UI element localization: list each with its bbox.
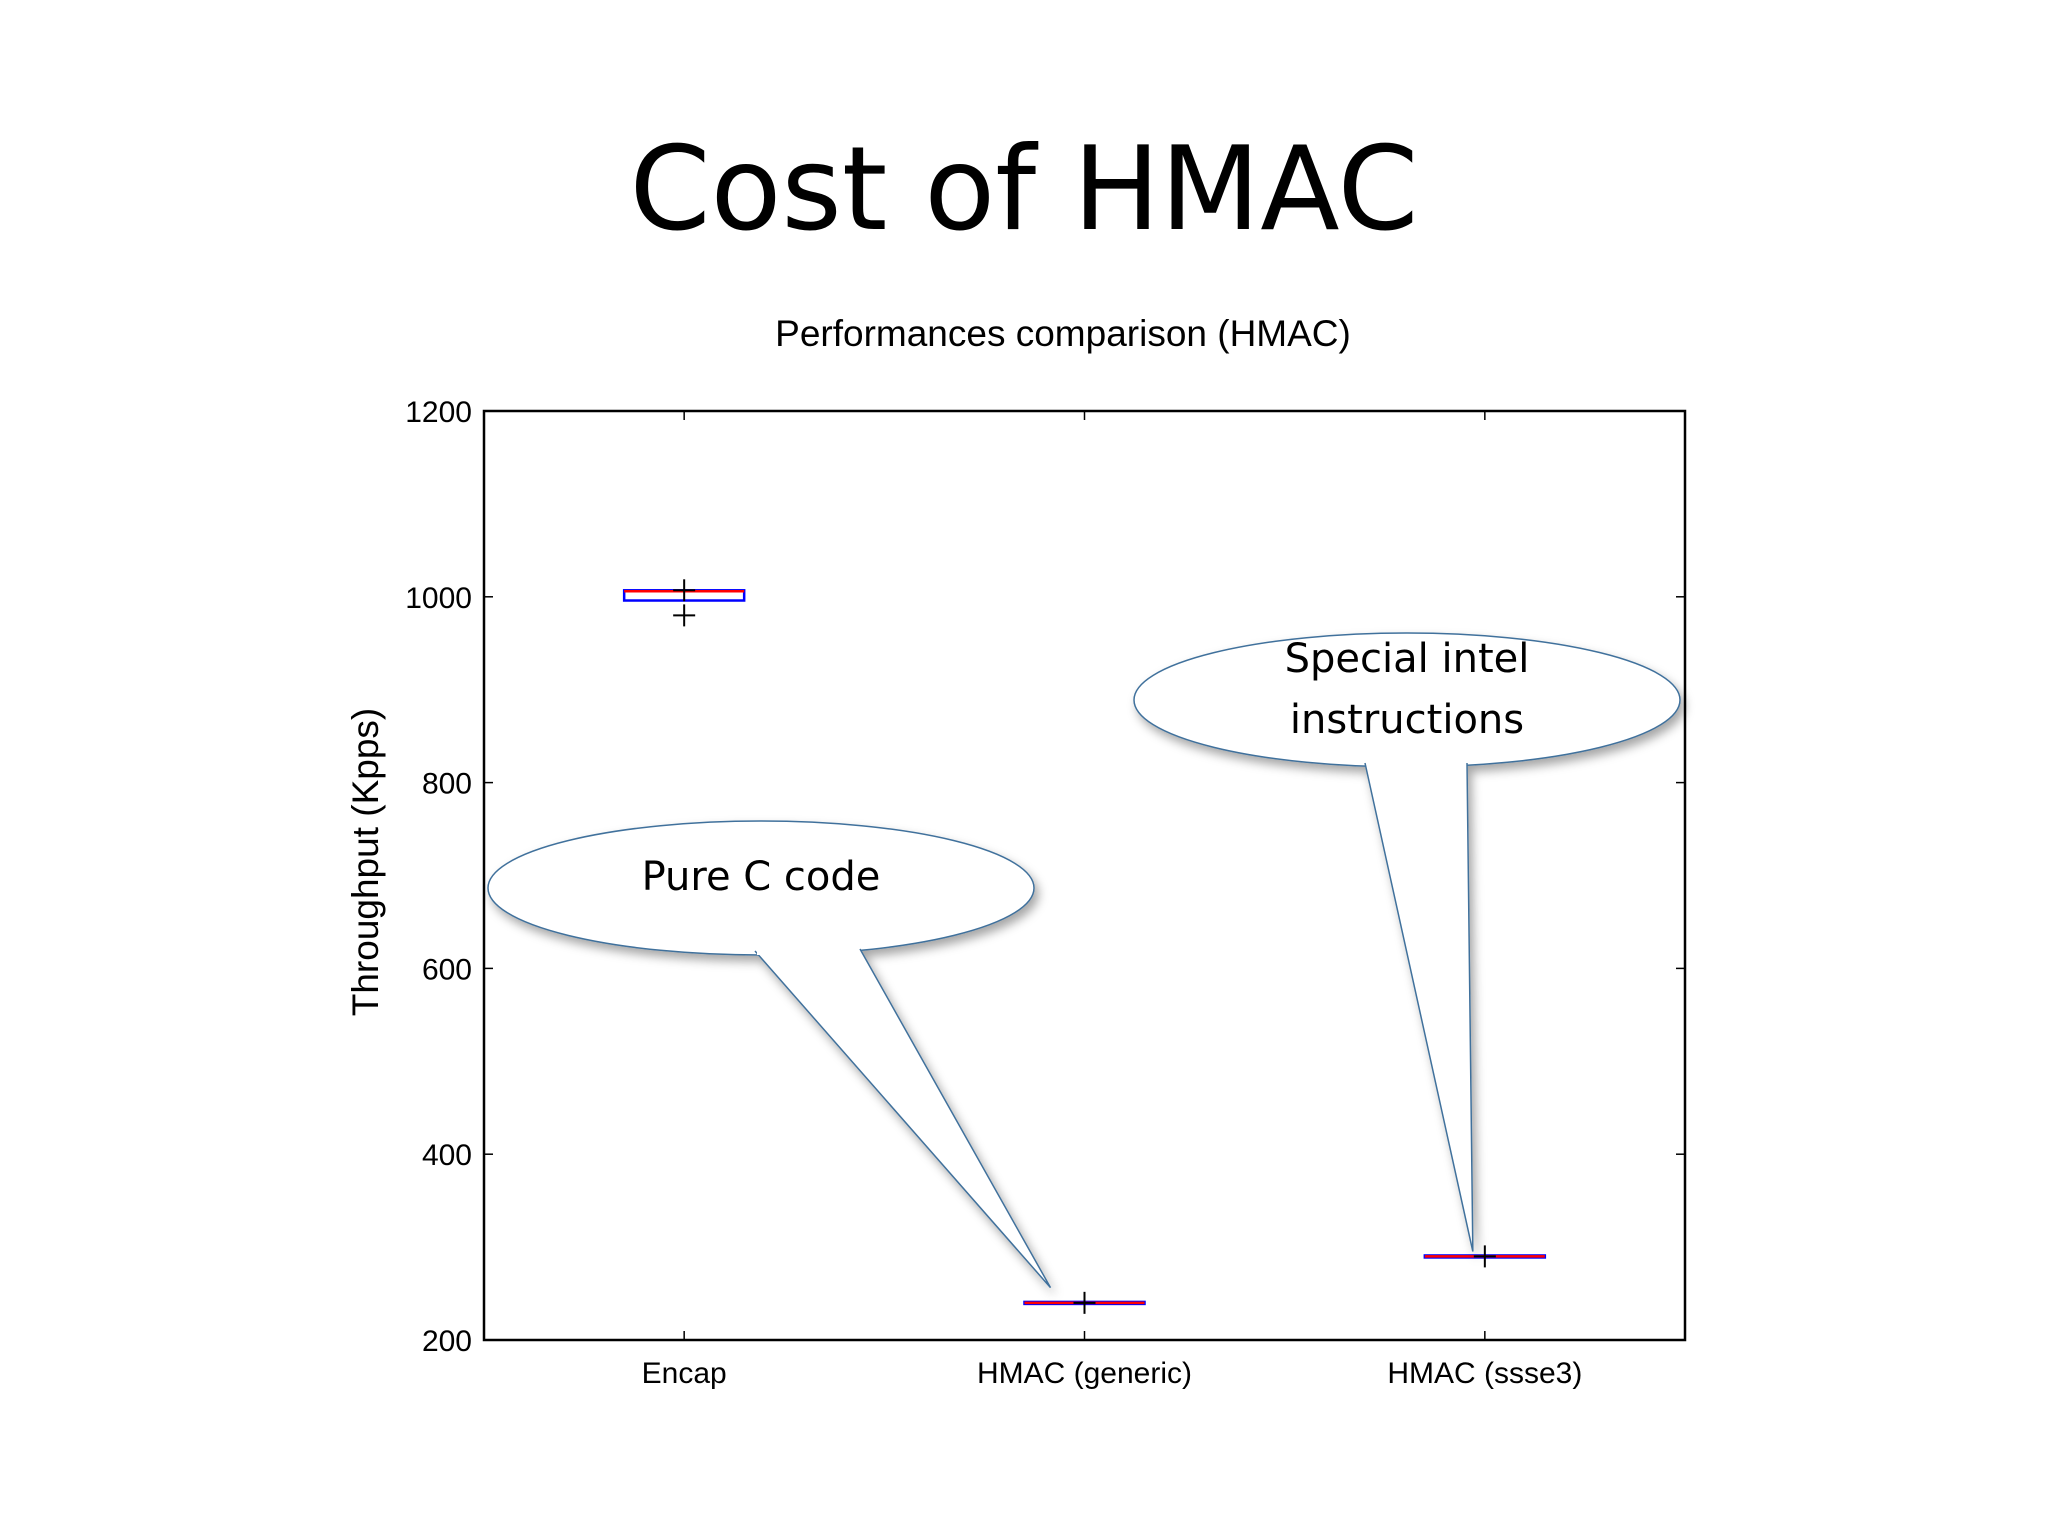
callout-joint (757, 947, 858, 955)
box-2 (1023, 1291, 1146, 1314)
box-series (622, 579, 1547, 1314)
callout-1 (487, 820, 1052, 1289)
callouts: Pure C code Special intel instructions (487, 632, 1681, 1289)
y-tick-label: 800 (422, 768, 472, 801)
y-tick-label: 1200 (405, 396, 472, 429)
x-tick-label: Encap (642, 1357, 727, 1390)
callout-text: Pure C code (642, 854, 881, 900)
x-tick-label: HMAC (ssse3) (1387, 1357, 1582, 1390)
y-tick-label: 600 (422, 953, 472, 986)
callout-text: instructions (1290, 697, 1524, 743)
chart-title: Performances comparison (HMAC) (775, 313, 1351, 354)
y-tick-label: 400 (422, 1139, 472, 1172)
callout-text: Special intel (1285, 636, 1530, 682)
axis-ticks: 200 400 600 800 1000 1200 Encap HMAC (generic) H… (405, 396, 1685, 1390)
callout-pointer (754, 948, 1052, 1289)
y-tick-label: 1000 (405, 582, 472, 615)
x-tick-label: HMAC (generic) (977, 1357, 1192, 1390)
callout-pointer (1364, 762, 1474, 1252)
box-3 (1423, 1245, 1547, 1268)
callout-2 (1133, 632, 1681, 1252)
slide-title: Cost of HMAC (629, 122, 1419, 257)
callout-joint (1367, 759, 1465, 767)
box-1 (622, 579, 746, 627)
y-tick-label: 200 (422, 1325, 472, 1358)
y-axis-label: Throughput (Kpps) (345, 708, 386, 1017)
